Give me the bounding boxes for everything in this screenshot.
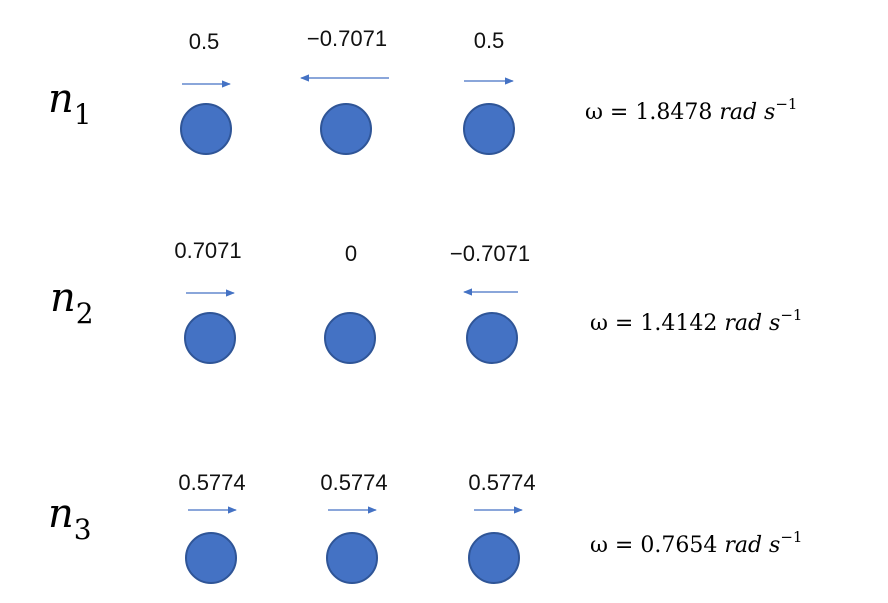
mass-2 (326, 532, 378, 584)
mode-index: 3 (74, 513, 92, 546)
mode-symbol: n (48, 76, 74, 122)
mode-row-2: n2 0.7071 0 −0.7071 ω = 1.4142 rad s−1 (50, 238, 802, 364)
frequency-unit: rad s (724, 311, 780, 336)
frequency-label: ω = 1.8478 rad s−1 (585, 95, 797, 125)
amplitude-label: 0.5774 (320, 470, 387, 495)
mass-3 (466, 312, 518, 364)
mode-row-1: n1 0.5 −0.7071 0.5 ω = 1.8478 rad s−1 (48, 26, 797, 155)
mass-2 (320, 103, 372, 155)
frequency-value: ω = 1.4142 (590, 311, 724, 336)
frequency-unit: rad s (724, 533, 780, 558)
amplitude-label: −0.7071 (450, 241, 530, 266)
mass-2 (324, 312, 376, 364)
mass-1 (184, 312, 236, 364)
amplitude-label: 0.5 (474, 28, 505, 53)
frequency-label: ω = 0.7654 rad s−1 (590, 528, 802, 558)
amplitude-label: 0.5774 (468, 470, 535, 495)
mode-label: n2 (50, 275, 94, 330)
mass-3 (468, 532, 520, 584)
frequency-label: ω = 1.4142 rad s−1 (590, 306, 802, 336)
amplitude-label: 0.5 (189, 29, 220, 54)
frequency-exponent: −1 (780, 528, 802, 546)
frequency-exponent: −1 (775, 95, 797, 113)
frequency-value: ω = 0.7654 (590, 533, 724, 558)
mode-symbol: n (48, 491, 74, 537)
frequency-exponent: −1 (780, 306, 802, 324)
amplitude-label: 0.7071 (174, 238, 241, 263)
amplitude-label: 0.5774 (178, 470, 245, 495)
mode-label: n1 (48, 76, 92, 131)
amplitude-label: −0.7071 (307, 26, 387, 51)
frequency-value: ω = 1.8478 (585, 100, 719, 125)
mass-1 (185, 532, 237, 584)
mass-1 (180, 103, 232, 155)
amplitude-label: 0 (345, 241, 357, 266)
mode-index: 2 (76, 297, 94, 330)
mode-label: n3 (48, 491, 92, 546)
mode-symbol: n (50, 275, 76, 321)
mode-row-3: n3 0.5774 0.5774 0.5774 ω = 0.7654 rad s−1 (48, 470, 802, 584)
mode-index: 1 (74, 98, 92, 131)
frequency-unit: rad s (719, 100, 775, 125)
mass-3 (463, 103, 515, 155)
